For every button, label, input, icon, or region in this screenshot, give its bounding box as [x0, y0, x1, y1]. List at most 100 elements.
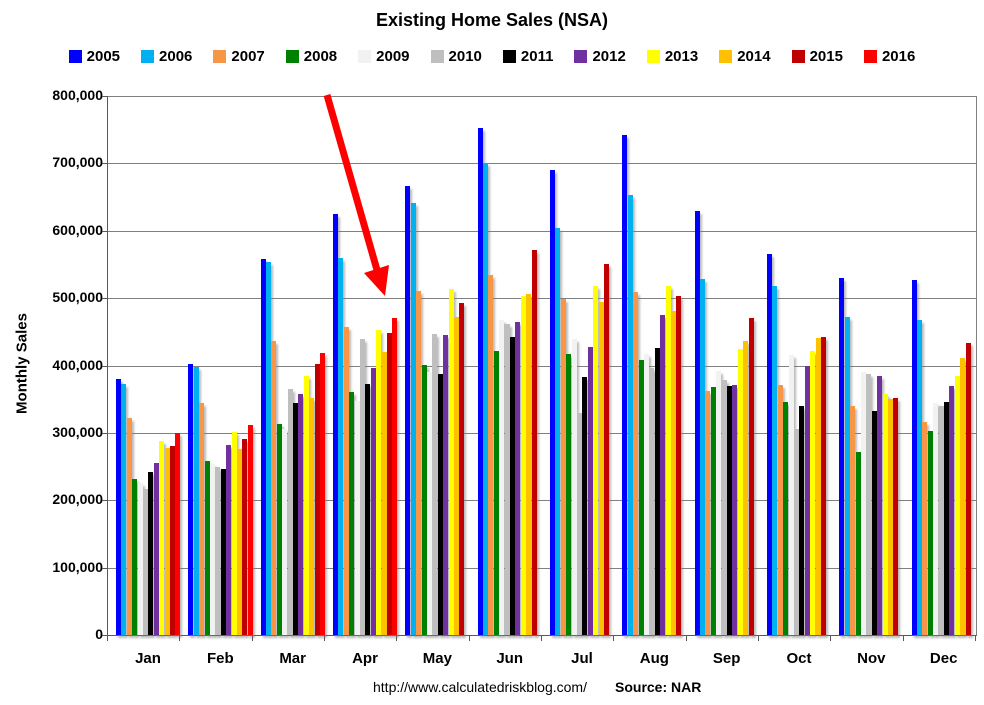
- x-tick-mark-oct: [758, 636, 759, 641]
- bar-oct-2015: [821, 336, 826, 635]
- bar-jan-2009: [137, 482, 143, 635]
- bar-feb-2011: [220, 469, 226, 635]
- y-tick-mark-500000: [102, 298, 107, 300]
- bar-aug-2007: [633, 292, 639, 635]
- bar-jan-2005: [116, 378, 121, 635]
- bar-feb-2015: [242, 438, 248, 635]
- y-tick-label-600000: 600,000: [52, 221, 103, 238]
- bar-jun-2010: [504, 323, 510, 635]
- bar-may-2007: [416, 291, 422, 635]
- bar-jul-2005: [550, 170, 555, 635]
- bar-mar-2005: [260, 259, 266, 635]
- bar-jul-2009: [571, 338, 577, 635]
- bar-apr-2011: [365, 384, 371, 635]
- y-tick-label-200000: 200,000: [52, 491, 103, 508]
- bar-sep-2009: [716, 370, 722, 635]
- x-category-label-sep: Sep: [712, 650, 741, 667]
- bar-aug-2005: [622, 135, 628, 635]
- legend-item-2015: 2015: [791, 48, 843, 65]
- legend-swatch-2014: [719, 50, 733, 63]
- bar-mar-2014: [309, 397, 315, 635]
- legend-label-2007: 2007: [231, 48, 265, 65]
- x-category-label-aug: Aug: [639, 650, 669, 667]
- bar-dec-2006: [917, 319, 923, 635]
- x-tick-mark-end: [975, 636, 976, 641]
- bar-apr-2014: [381, 352, 387, 635]
- bar-aug-2013: [665, 286, 671, 635]
- bar-jun-2005: [477, 127, 483, 635]
- bar-aug-2015: [676, 296, 682, 635]
- y-tick-mark-700000: [102, 163, 107, 165]
- legend-swatch-2010: [430, 50, 444, 63]
- bar-dec-2012: [949, 385, 955, 635]
- legend-item-2013: 2013: [646, 48, 698, 65]
- bar-sep-2013: [737, 348, 743, 635]
- bar-oct-2013: [810, 350, 816, 635]
- bar-nov-2015: [893, 397, 899, 635]
- bar-dec-2005: [911, 279, 917, 635]
- x-category-label-mar: Mar: [279, 650, 306, 667]
- bar-may-2008: [421, 364, 427, 635]
- chart-title: Existing Home Sales (NSA): [375, 10, 609, 30]
- legend-item-2010: 2010: [430, 48, 482, 65]
- bar-nov-2010: [866, 373, 872, 635]
- bar-feb-2005: [188, 364, 194, 635]
- y-tick-mark-400000: [102, 365, 107, 367]
- bar-jun-2006: [483, 163, 489, 635]
- bar-apr-2013: [376, 330, 382, 635]
- legend-item-2009: 2009: [358, 48, 410, 65]
- footer-source: Source: NAR: [615, 679, 702, 695]
- bar-feb-2008: [204, 461, 210, 635]
- x-tick-mark-dec: [902, 636, 904, 641]
- gridline-600000: [108, 230, 976, 232]
- bar-oct-2007: [777, 385, 783, 635]
- x-tick-mark-may: [396, 636, 398, 641]
- y-tick-mark-600000: [102, 230, 107, 232]
- bar-may-2009: [426, 371, 432, 635]
- x-tick-mark-jun: [468, 636, 470, 641]
- bar-nov-2013: [882, 393, 888, 635]
- plot-area: [107, 96, 977, 636]
- x-tick-mark-jan: [107, 636, 108, 641]
- bar-feb-2010: [215, 466, 221, 635]
- bar-nov-2005: [839, 277, 845, 635]
- x-category-label-jan: Jan: [135, 650, 161, 667]
- bar-jul-2012: [587, 346, 593, 635]
- bar-aug-2011: [654, 347, 660, 635]
- bar-jan-2014: [164, 447, 170, 635]
- y-tick-mark-800000: [102, 96, 107, 97]
- bar-jul-2010: [577, 412, 582, 635]
- bar-may-2013: [448, 289, 454, 635]
- bar-sep-2006: [700, 279, 706, 635]
- bar-dec-2013: [954, 376, 960, 635]
- bar-feb-2016: [247, 424, 253, 635]
- bar-oct-2006: [772, 286, 778, 635]
- y-tick-mark-200000: [102, 500, 107, 502]
- bar-mar-2015: [314, 364, 320, 635]
- x-tick-mark-mar: [251, 636, 253, 641]
- bar-may-2005: [405, 185, 411, 635]
- bar-jul-2013: [593, 286, 599, 635]
- legend-item-2005: 2005: [68, 48, 121, 65]
- bar-apr-2009: [354, 400, 360, 635]
- bar-nov-2012: [877, 376, 883, 635]
- x-tick-mark-jul: [541, 636, 542, 641]
- bar-jun-2015: [531, 249, 537, 635]
- bar-sep-2010: [721, 380, 727, 635]
- bar-mar-2012: [298, 394, 304, 635]
- legend-swatch-2007: [213, 50, 227, 63]
- legend-item-2011: 2011: [502, 48, 553, 65]
- legend-item-2016: 2016: [863, 48, 915, 65]
- gridline-200000: [108, 500, 976, 502]
- legend-label-2005: 2005: [86, 48, 121, 65]
- bar-may-2011: [437, 374, 443, 635]
- y-tick-label-0: 0: [95, 626, 103, 642]
- bar-apr-2010: [360, 338, 365, 635]
- bar-oct-2010: [794, 428, 799, 635]
- bar-sep-2005: [694, 210, 700, 635]
- bar-nov-2009: [860, 371, 866, 635]
- bar-oct-2012: [804, 366, 810, 635]
- x-tick-mark-apr: [324, 636, 325, 641]
- bar-jul-2011: [582, 376, 588, 635]
